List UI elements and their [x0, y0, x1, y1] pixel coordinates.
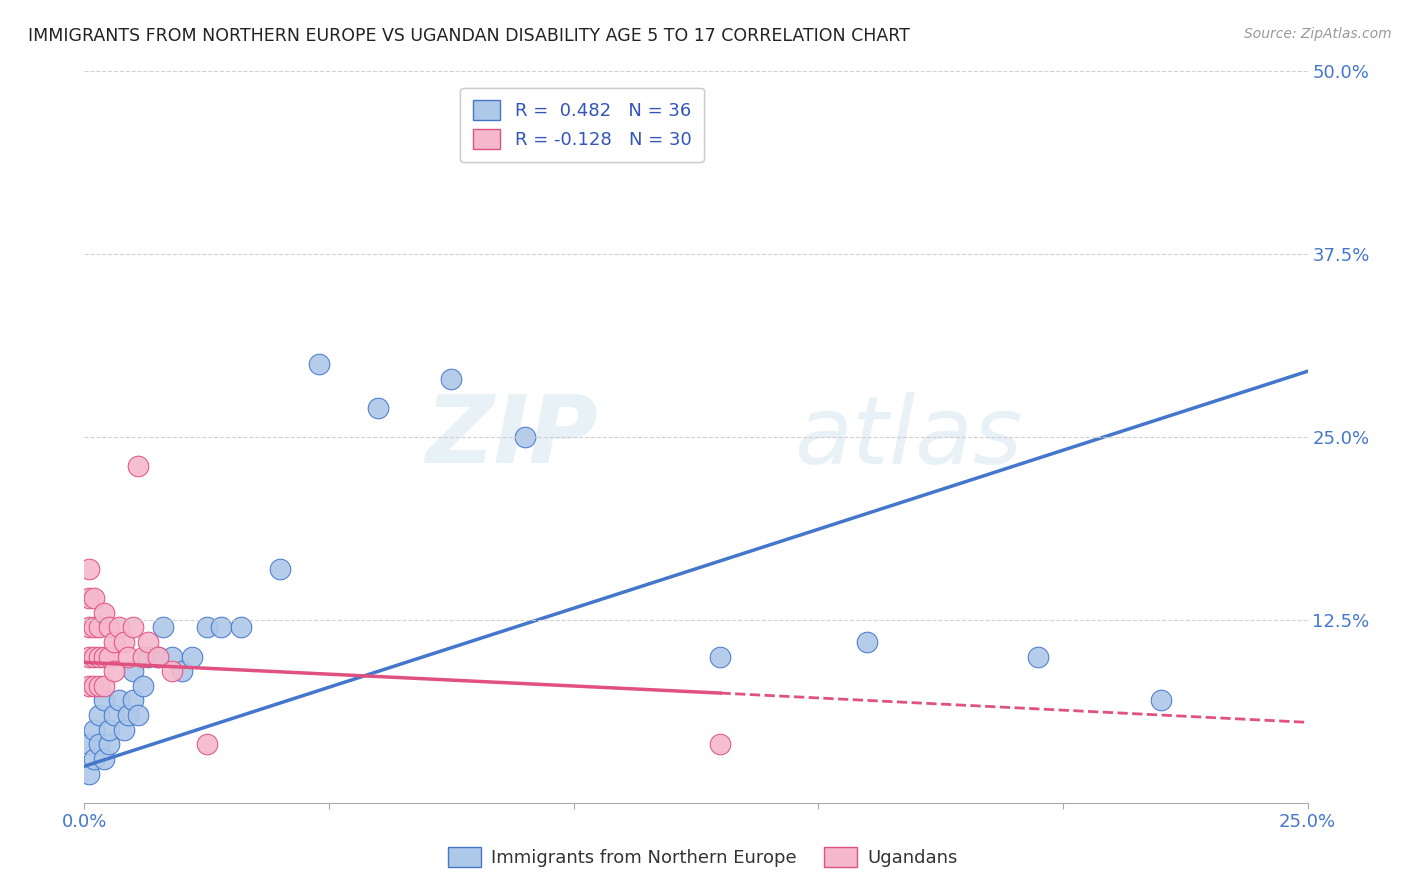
Point	[87, 708, 110, 723]
Point	[172, 664, 194, 678]
Point	[93, 752, 115, 766]
Point	[229, 620, 252, 634]
Point	[77, 679, 100, 693]
Point	[152, 620, 174, 634]
Point	[87, 679, 110, 693]
Point	[513, 430, 536, 444]
Point	[308, 357, 330, 371]
Point	[83, 679, 105, 693]
Point	[122, 693, 145, 707]
Point	[103, 708, 125, 723]
Point	[367, 401, 389, 415]
Point	[83, 752, 105, 766]
Point	[195, 737, 218, 751]
Point	[93, 606, 115, 620]
Point	[87, 649, 110, 664]
Point	[83, 649, 105, 664]
Point	[181, 649, 204, 664]
Point	[77, 649, 100, 664]
Point	[87, 737, 110, 751]
Point	[146, 649, 169, 664]
Point	[97, 620, 120, 634]
Point	[856, 635, 879, 649]
Point	[709, 649, 731, 664]
Point	[83, 620, 105, 634]
Point	[209, 620, 232, 634]
Point	[103, 664, 125, 678]
Text: atlas: atlas	[794, 392, 1022, 483]
Point	[107, 693, 129, 707]
Point	[122, 620, 145, 634]
Point	[97, 649, 120, 664]
Point	[83, 723, 105, 737]
Point	[107, 620, 129, 634]
Point	[93, 679, 115, 693]
Point	[195, 620, 218, 634]
Point	[77, 591, 100, 605]
Text: IMMIGRANTS FROM NORTHERN EUROPE VS UGANDAN DISABILITY AGE 5 TO 17 CORRELATION CH: IMMIGRANTS FROM NORTHERN EUROPE VS UGAND…	[28, 27, 910, 45]
Point	[112, 635, 135, 649]
Point	[162, 664, 184, 678]
Point	[93, 693, 115, 707]
Point	[127, 459, 149, 474]
Point	[112, 723, 135, 737]
Point	[1028, 649, 1050, 664]
Point	[77, 620, 100, 634]
Point	[146, 649, 169, 664]
Point	[97, 737, 120, 751]
Point	[136, 635, 159, 649]
Text: Source: ZipAtlas.com: Source: ZipAtlas.com	[1244, 27, 1392, 41]
Point	[77, 766, 100, 780]
Point	[269, 562, 291, 576]
Point	[132, 679, 155, 693]
Point	[132, 649, 155, 664]
Point	[93, 649, 115, 664]
Legend: Immigrants from Northern Europe, Ugandans: Immigrants from Northern Europe, Ugandan…	[441, 839, 965, 874]
Point	[709, 737, 731, 751]
Point	[162, 649, 184, 664]
Legend: R =  0.482   N = 36, R = -0.128   N = 30: R = 0.482 N = 36, R = -0.128 N = 30	[460, 87, 704, 161]
Point	[83, 591, 105, 605]
Point	[127, 708, 149, 723]
Point	[440, 371, 463, 385]
Point	[77, 737, 100, 751]
Point	[1150, 693, 1173, 707]
Point	[136, 649, 159, 664]
Point	[122, 664, 145, 678]
Point	[87, 620, 110, 634]
Point	[77, 562, 100, 576]
Point	[117, 649, 139, 664]
Point	[97, 723, 120, 737]
Point	[117, 708, 139, 723]
Point	[103, 635, 125, 649]
Text: ZIP: ZIP	[425, 391, 598, 483]
